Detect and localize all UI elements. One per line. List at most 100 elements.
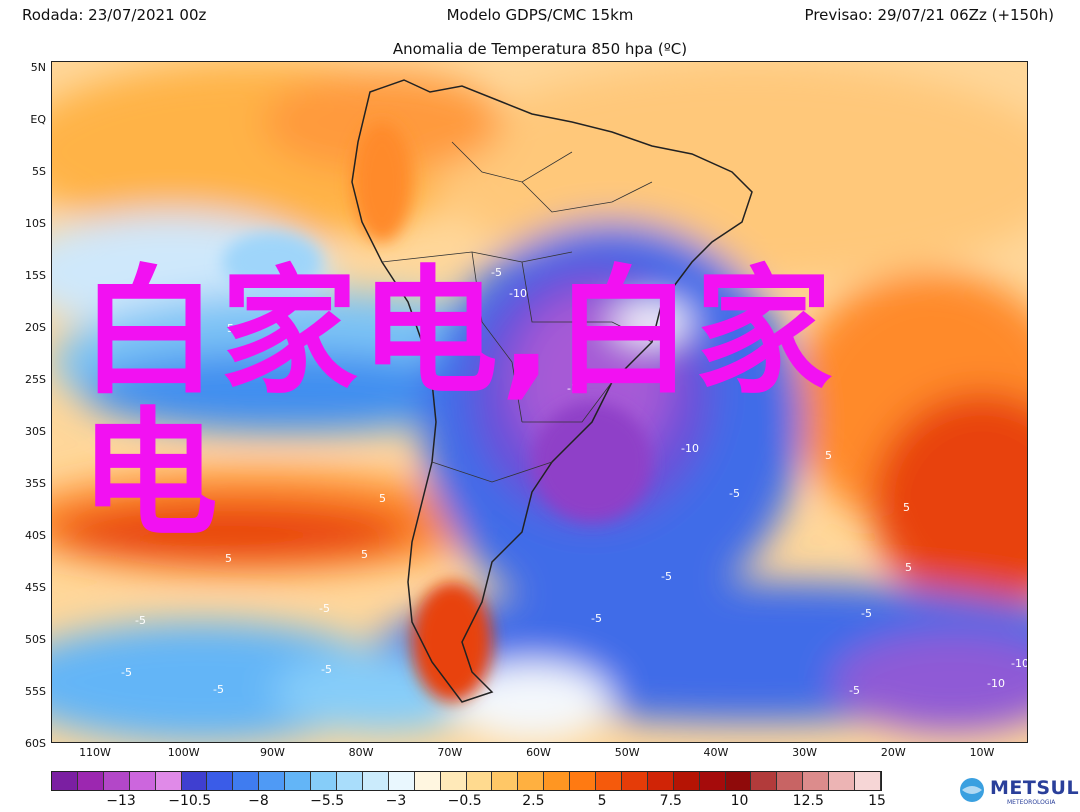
colorbar-tick-label: −5.5 xyxy=(310,793,345,809)
contour-label: -5 xyxy=(135,614,146,627)
colorbar-swatch xyxy=(466,772,493,790)
longitude-label: 110W xyxy=(79,746,111,759)
latitude-label: 45S xyxy=(25,581,46,594)
colorbar-tick-label: −8 xyxy=(248,793,269,809)
latitude-label: 30S xyxy=(25,425,46,438)
contour-label: -10 xyxy=(509,287,527,300)
contour-label: -10 xyxy=(987,677,1005,690)
contour-label: 5 xyxy=(905,561,912,574)
latitude-label: 15S xyxy=(25,269,46,282)
latitude-label: EQ xyxy=(30,113,46,126)
colorbar-swatch xyxy=(621,772,648,790)
overlay-watermark-text: 白家电,白家电 xyxy=(80,252,835,555)
colorbar-swatch xyxy=(492,772,519,790)
colorbar xyxy=(51,771,882,791)
contour-label: 5 xyxy=(825,449,832,462)
latitude-label: 25S xyxy=(25,373,46,386)
colorbar-tick-label: −3 xyxy=(385,793,407,809)
colorbar-tick-label: −0.5 xyxy=(447,793,482,809)
longitude-label: 60W xyxy=(526,746,551,759)
map-subtitle: Anomalia de Temperatura 850 hpa (ºC) xyxy=(392,40,688,58)
colorbar-swatch xyxy=(414,772,441,790)
map-canvas xyxy=(52,62,1027,742)
contour-label: -5 xyxy=(861,607,872,620)
colorbar-tick-label: −10.5 xyxy=(168,793,212,809)
latitude-label: 55S xyxy=(25,685,46,698)
colorbar-swatch xyxy=(829,772,856,790)
colorbar-swatch xyxy=(311,772,337,790)
contour-label: -5 xyxy=(121,666,132,679)
colorbar-swatch xyxy=(52,772,78,790)
temperature-anomaly-map: -5 -10 -15 -10 -5 -5 -5 -5 -10 -10 -5 -5 -5 -5 -5 5 5 5 5 -… xyxy=(51,61,1028,743)
colorbar-swatch xyxy=(673,772,700,790)
colorbar-tick-label: −13 xyxy=(106,793,136,809)
colorbar-tick-label: 2.5 xyxy=(522,793,545,809)
colorbar-tick-label: 10 xyxy=(730,793,749,809)
colorbar-swatch xyxy=(699,772,726,790)
colorbar-swatch xyxy=(388,772,415,790)
colorbar-swatch xyxy=(129,772,156,790)
colorbar-swatch xyxy=(77,772,104,790)
contour-label: -5 xyxy=(729,487,740,500)
colorbar-swatch xyxy=(596,772,622,790)
longitude-label: 20W xyxy=(880,746,906,759)
contour-label: -15 xyxy=(567,382,585,395)
south-america-coastline xyxy=(351,79,753,703)
contour-label: -5 xyxy=(319,602,330,615)
contour-label: 5 xyxy=(361,548,368,561)
colorbar-swatch xyxy=(103,772,130,790)
logo-name: METSUL xyxy=(990,777,1080,799)
colorbar-swatch xyxy=(803,772,830,790)
country-borders xyxy=(381,141,653,483)
colorbar-swatch xyxy=(855,772,881,790)
longitude-label: 50W xyxy=(614,746,640,759)
colorbar-swatch xyxy=(777,772,804,790)
colorbar-swatch xyxy=(233,772,260,790)
latitude-label: 35S xyxy=(25,477,46,490)
contour-label: -10 xyxy=(1011,657,1028,670)
longitude-label: 10W xyxy=(969,746,995,759)
colorbar-swatch xyxy=(725,772,752,790)
colorbar-swatch xyxy=(751,772,778,790)
longitude-label: 80W xyxy=(348,746,374,759)
colorbar-swatch xyxy=(647,772,674,790)
longitude-label: 90W xyxy=(259,746,285,759)
colorbar-swatch xyxy=(518,772,545,790)
metsul-logo-icon xyxy=(960,778,984,802)
colorbar-tick-label: 5 xyxy=(597,793,607,809)
latitude-label: 5N xyxy=(30,61,46,74)
contour-label: 5 xyxy=(225,552,232,565)
colorbar-swatch xyxy=(570,772,597,790)
latitude-label: 5S xyxy=(32,165,46,178)
anomaly-detail xyxy=(222,122,652,702)
colorbar-swatch xyxy=(285,772,312,790)
forecast-valid-label: Previsao: 29/07/21 06Zz (+150h) xyxy=(804,6,1054,24)
longitude-label: 70W xyxy=(437,746,463,759)
latitude-label: 60S xyxy=(25,737,46,750)
contour-label: -5 xyxy=(591,612,602,625)
longitude-label: 40W xyxy=(703,746,729,759)
contour-label: -5 xyxy=(321,663,332,676)
colorbar-swatch xyxy=(336,772,363,790)
contour-label: -5 xyxy=(849,684,860,697)
longitude-label: 100W xyxy=(167,746,200,759)
colorbar-tick-label: 7.5 xyxy=(659,793,682,809)
contour-label: 5 xyxy=(379,492,386,505)
contour-label: 5 xyxy=(227,322,234,335)
colorbar-swatch xyxy=(259,772,286,790)
model-name-label: Modelo GDPS/CMC 15km xyxy=(446,6,634,24)
colorbar-swatch xyxy=(440,772,467,790)
contour-label: -5 xyxy=(213,683,224,696)
colorbar-swatch xyxy=(181,772,208,790)
contour-label: 5 xyxy=(157,452,164,465)
colorbar-swatch xyxy=(544,772,571,790)
logo-subtitle: METEOROLOGIA xyxy=(1007,799,1056,806)
contour-label: -5 xyxy=(661,570,672,583)
contour-label: -10 xyxy=(681,442,699,455)
colorbar-swatch xyxy=(155,772,182,790)
contour-label: 5 xyxy=(903,501,910,514)
latitude-label: 10S xyxy=(25,217,46,230)
run-date-label: Rodada: 23/07/2021 00z xyxy=(22,6,207,24)
colorbar-tick-label: 12.5 xyxy=(792,793,824,809)
colorbar-tick-label: 15 xyxy=(868,793,886,809)
